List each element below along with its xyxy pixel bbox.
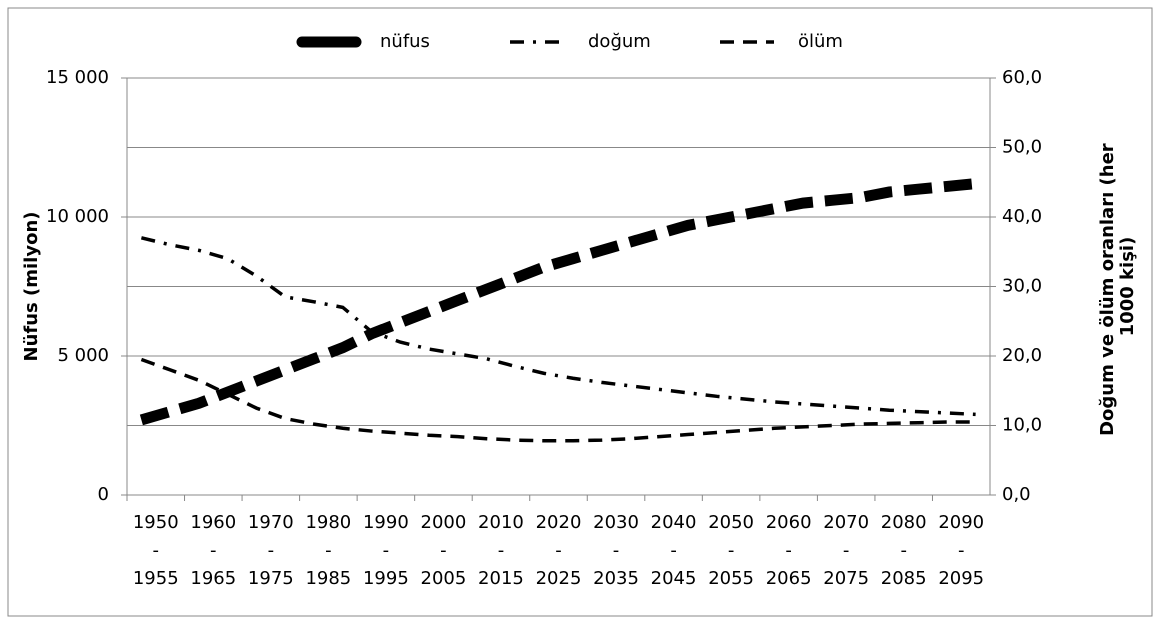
y-axis-title: Nüfus (milyon) bbox=[21, 212, 42, 362]
y2-tick-label: 60,0 bbox=[1002, 67, 1042, 88]
y2-tick-label: 10,0 bbox=[1002, 415, 1042, 436]
x-tick-label: 2010 -2015 bbox=[478, 512, 524, 589]
y2-axis-title: Doğum ve ölüm oranları (her 1000 kişi) bbox=[1097, 137, 1138, 436]
x-tick-label: 2070 -2075 bbox=[823, 512, 869, 589]
x-tick-label: 2000 -2005 bbox=[421, 512, 467, 589]
legend-label: ölüm bbox=[798, 31, 843, 52]
y-tick-label: 5 000 bbox=[57, 345, 109, 366]
x-tick-label: 2040 -2045 bbox=[651, 512, 697, 589]
y-tick-label: 0 bbox=[98, 484, 109, 505]
x-tick-label: 1960 -1965 bbox=[190, 512, 236, 589]
series-line bbox=[140, 236, 976, 417]
chart-border bbox=[7, 7, 1153, 617]
x-tick-label: 2080 -2085 bbox=[881, 512, 927, 589]
legend-label: nüfus bbox=[380, 31, 430, 52]
x-tick-label: 2050 -2055 bbox=[708, 512, 754, 589]
y-tick-label: 15 000 bbox=[46, 67, 109, 88]
x-tick-label: 1980 -1985 bbox=[305, 512, 351, 589]
x-tick-label: 1970 -1975 bbox=[248, 512, 294, 589]
x-tick-label: 2030 -2035 bbox=[593, 512, 639, 589]
y-tick-label: 10 000 bbox=[46, 206, 109, 227]
series-line bbox=[139, 178, 977, 426]
legend-label: doğum bbox=[588, 31, 651, 52]
y2-tick-label: 30,0 bbox=[1002, 276, 1042, 297]
y2-tick-label: 40,0 bbox=[1002, 206, 1042, 227]
series-line bbox=[140, 357, 976, 443]
y2-tick-label: 50,0 bbox=[1002, 137, 1042, 158]
x-tick-label: 2020 -2025 bbox=[536, 512, 582, 589]
x-tick-label: 1990 -1995 bbox=[363, 512, 409, 589]
x-tick-label: 1950 -1955 bbox=[133, 512, 179, 589]
y2-tick-label: 20,0 bbox=[1002, 345, 1042, 366]
x-tick-label: 2060 -2065 bbox=[766, 512, 812, 589]
y2-tick-label: 0,0 bbox=[1002, 484, 1031, 505]
x-tick-label: 2090 -2095 bbox=[938, 512, 984, 589]
